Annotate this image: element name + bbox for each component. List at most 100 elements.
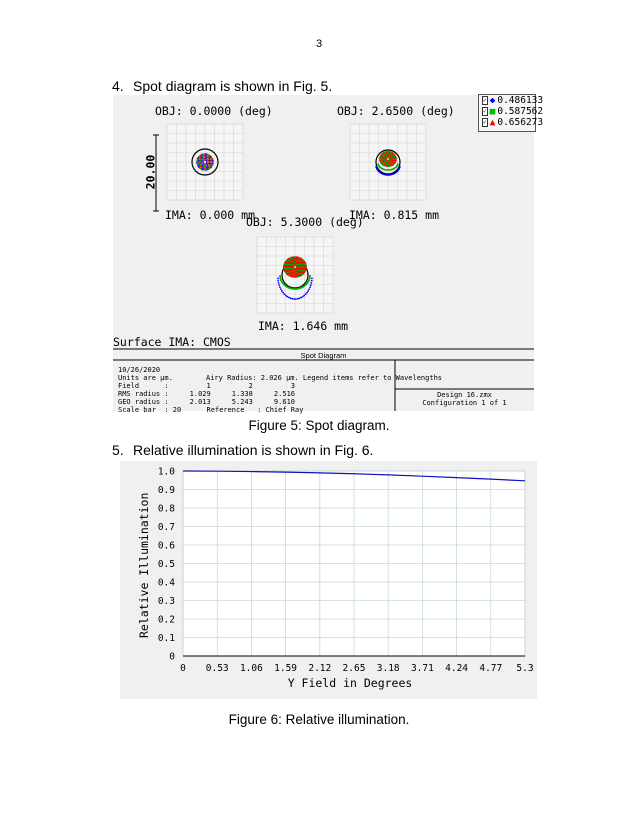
ray-dot — [292, 256, 295, 259]
ray-dot — [304, 293, 307, 296]
ray-dot — [207, 162, 210, 165]
ray-dot — [199, 161, 201, 163]
ray-dot — [211, 158, 214, 160]
ray-dot — [291, 297, 294, 300]
ray-dot — [200, 166, 203, 169]
ray-dot — [207, 166, 210, 169]
ray-dot — [198, 158, 201, 160]
ray-dot — [277, 277, 279, 280]
ray-dot — [208, 162, 211, 165]
airy-circle — [375, 149, 401, 175]
ray-dot — [209, 161, 211, 163]
legend-item[interactable]: ✓ ▲ 0.656273 — [479, 117, 543, 128]
ray-dot — [288, 296, 290, 299]
legend-item[interactable]: ✓ ◆ 0.486133 — [479, 95, 543, 106]
ray-dot — [383, 151, 386, 154]
x-tick-label: 4.24 — [445, 663, 468, 674]
ray-dot — [197, 159, 200, 162]
ray-dot — [197, 165, 200, 168]
x-tick-label: 1.59 — [274, 663, 297, 674]
checkbox-icon[interactable]: ✓ — [482, 96, 488, 105]
ray-dot — [209, 164, 212, 166]
ray-dot — [202, 159, 205, 162]
info-date: 10/26/2020 — [118, 366, 161, 374]
ray-dot — [385, 165, 388, 168]
ray-dot — [201, 157, 203, 159]
ray-dot — [390, 164, 393, 167]
ray-dot — [210, 162, 213, 165]
ray-dot — [196, 162, 199, 165]
ray-dot — [205, 162, 208, 165]
y-tick-label: 0.9 — [158, 485, 175, 496]
ray-dot — [207, 161, 210, 163]
ray-dot — [279, 288, 282, 291]
spot2-obj-label: OBJ: 2.6500 (deg) — [337, 104, 455, 118]
ray-dot — [394, 156, 397, 159]
ray-dot — [208, 167, 211, 170]
x-tick-label: 3.18 — [377, 663, 400, 674]
info-field: Field : 1 2 3 — [118, 382, 296, 391]
ray-dot — [286, 295, 289, 298]
ray-dot — [206, 155, 209, 157]
ray-dot — [309, 284, 312, 286]
ray-dot — [387, 165, 389, 168]
info-block: 10/26/2020 Units are µm. Airy Radius: 2.02… — [118, 366, 442, 415]
list-number-5: 5. — [112, 442, 124, 458]
ray-dot — [201, 153, 203, 156]
legend-item[interactable]: ✓ ■ 0.587562 — [479, 106, 543, 117]
ray-dot — [204, 153, 206, 155]
x-tick-label: 5.3 — [516, 663, 533, 674]
ray-dot — [201, 155, 204, 157]
ray-dot — [209, 158, 212, 160]
ray-dot — [277, 279, 280, 282]
ray-dot — [200, 161, 203, 163]
spot3-obj-label: OBJ: 5.3000 (deg) — [246, 215, 364, 229]
design-name: Design 16.zmx — [437, 391, 492, 399]
ray-dot — [300, 296, 302, 299]
y-tick-label: 0.8 — [158, 504, 175, 515]
ray-dot — [202, 156, 205, 159]
ray-dot — [392, 173, 394, 175]
ray-dot — [390, 173, 393, 176]
spot2-ima-label: IMA: 0.815 mm — [349, 208, 440, 222]
ray-dot — [283, 293, 286, 296]
info-scale: Scale bar : 20 Reference : Chief Ray — [118, 406, 304, 415]
ray-dot — [209, 166, 212, 169]
ray-dot — [202, 153, 205, 156]
y-tick-label: 0.6 — [158, 541, 175, 552]
ray-dot — [388, 165, 391, 168]
ray-dot — [206, 167, 209, 169]
y-tick-label: 1.0 — [158, 467, 175, 478]
wavelength-legend: ✓ ◆ 0.486133 ✓ ■ 0.587562 ✓ ▲ 0.656273 — [478, 94, 543, 132]
ray-dot — [289, 297, 292, 300]
ray-dot — [204, 154, 207, 157]
page-number: 3 — [315, 38, 323, 50]
ray-dot — [198, 155, 201, 158]
ray-dot — [296, 287, 299, 290]
y-axis-label: Relative Illumination — [137, 492, 151, 638]
diamond-icon: ◆ — [489, 95, 496, 106]
ray-dot — [199, 156, 202, 159]
ray-dot — [387, 150, 389, 153]
ray-dot — [198, 164, 201, 166]
checkbox-icon[interactable]: ✓ — [482, 107, 488, 116]
ray-dot — [385, 150, 388, 153]
checkbox-icon[interactable]: ✓ — [482, 118, 488, 127]
ray-dot — [204, 163, 206, 165]
ray-dot — [200, 164, 202, 166]
ray-dot — [293, 298, 296, 300]
ray-dot — [207, 159, 210, 162]
y-tick-label: 0.7 — [158, 522, 175, 533]
spot3-ima-label: IMA: 1.646 mm — [258, 319, 349, 333]
ray-dot — [309, 286, 311, 289]
ray-dot — [297, 287, 300, 290]
ray-dot — [199, 159, 202, 162]
spot-diagram-title: Spot Diagram — [300, 351, 347, 360]
ray-dot — [297, 275, 300, 278]
x-tick-label: 4.77 — [479, 663, 502, 674]
ray-dot — [277, 281, 280, 284]
ray-dot — [203, 154, 206, 157]
ray-dot — [204, 159, 206, 161]
legend-label: 0.587562 — [497, 106, 544, 117]
scale-bar-label: 20.00 — [143, 154, 158, 190]
